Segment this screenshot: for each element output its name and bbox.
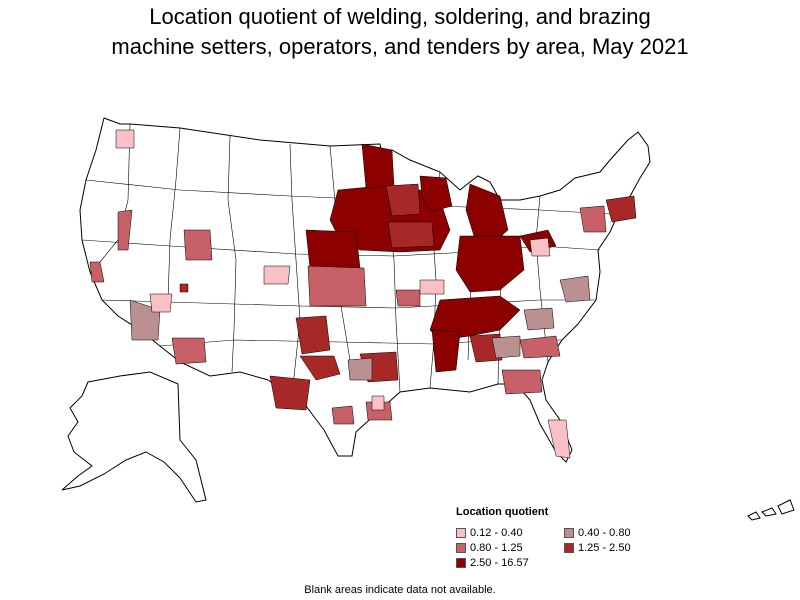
area-wisconsin-north — [385, 183, 421, 217]
area-georgia-mid — [501, 369, 543, 395]
area-tennessee-gray — [523, 307, 555, 331]
area-wyoming-mid — [183, 229, 213, 261]
area-washington-pink — [115, 129, 135, 149]
area-nyc-red — [605, 195, 637, 223]
map-title-line-1: Location quotient of welding, soldering,… — [149, 4, 651, 29]
legend-swatch-5 — [456, 558, 466, 568]
area-texas-panhandle — [295, 315, 331, 355]
legend-entries: 0.12 - 0.40 0.40 - 0.80 0.80 - 1.25 1.25… — [456, 526, 696, 570]
area-arkansas-gray — [347, 357, 373, 381]
legend-label-2: 0.40 - 0.80 — [578, 527, 631, 539]
legend-item-1: 0.12 - 0.40 — [456, 526, 564, 540]
area-arizona-mid — [171, 337, 207, 365]
area-louisiana-pink — [371, 395, 385, 411]
area-oregon-mid — [117, 209, 133, 251]
legend-swatch-2 — [564, 528, 574, 538]
area-oklahoma-texas — [299, 355, 341, 381]
area-iowa-red — [387, 221, 435, 249]
area-california-mid — [89, 261, 105, 283]
legend-label-1: 0.12 - 0.40 — [470, 527, 523, 539]
shaded-areas — [89, 129, 637, 459]
legend-swatch-1 — [456, 528, 466, 538]
footnote: Blank areas indicate data not available. — [304, 584, 496, 596]
map-title-line-2: machine setters, operators, and tenders … — [111, 34, 689, 59]
area-ohio-pink — [529, 237, 551, 257]
area-kansas-mid — [307, 265, 367, 307]
legend-item-5: 2.50 - 16.57 — [456, 556, 564, 570]
legend-swatch-4 — [564, 543, 574, 553]
legend-label-5: 2.50 - 16.57 — [470, 557, 529, 569]
map-title: Location quotient of welding, soldering,… — [0, 2, 800, 62]
area-nevada-pink — [149, 293, 173, 313]
area-kentucky-tn-dark — [429, 295, 521, 341]
area-minnesota-dark — [361, 143, 395, 189]
alaska-outline — [61, 371, 207, 503]
legend-item-4: 1.25 - 2.50 — [564, 541, 674, 555]
area-texas-west — [269, 375, 311, 411]
legend-label-4: 1.25 - 2.50 — [578, 542, 631, 554]
area-mo-pink — [419, 279, 445, 295]
area-carolina-mid — [519, 335, 561, 359]
area-nebraska-dark — [305, 229, 361, 269]
legend-swatch-3 — [456, 543, 466, 553]
area-georgia-gray — [491, 335, 521, 359]
map-legend: Location quotient 0.12 - 0.40 0.40 - 0.8… — [456, 506, 696, 570]
area-colorado-pink — [263, 265, 291, 285]
legend-item-2: 0.40 - 0.80 — [564, 526, 674, 540]
area-virginia-gray — [559, 275, 591, 303]
legend-label-3: 0.80 - 1.25 — [470, 542, 523, 554]
area-mississippi-dark — [431, 329, 461, 373]
legend-title: Location quotient — [456, 506, 549, 518]
area-missouri-mid — [395, 289, 421, 307]
hawaii-outline — [747, 499, 795, 521]
area-dallas-mid — [331, 405, 355, 425]
area-florida-pink — [547, 419, 571, 459]
area-idaho-red — [179, 283, 189, 293]
area-wisconsin-dark — [419, 175, 453, 213]
legend-item-3: 0.80 - 1.25 — [456, 541, 564, 555]
area-ne-mid — [579, 205, 607, 233]
